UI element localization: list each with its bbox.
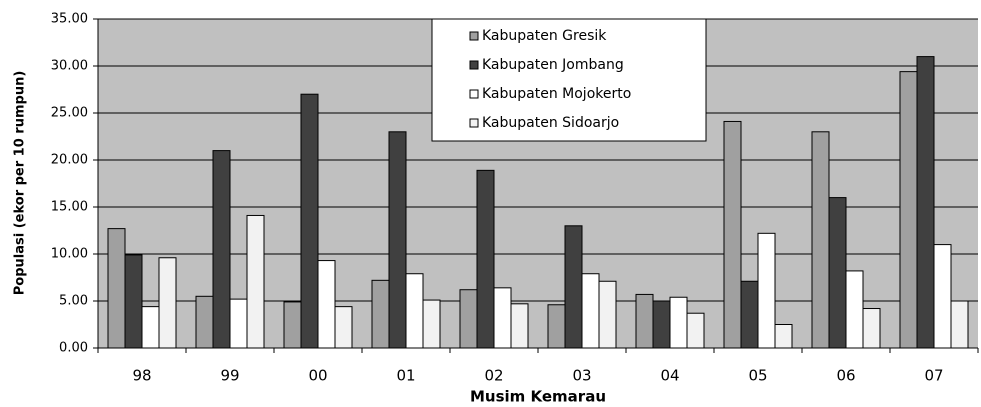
y-tick-label: 20.00 xyxy=(51,153,88,168)
x-tick-label: 07 xyxy=(924,367,943,385)
bar xyxy=(774,324,793,349)
x-tick-label: 99 xyxy=(220,367,239,385)
bar xyxy=(828,197,847,349)
bar xyxy=(669,296,688,349)
bar xyxy=(933,244,952,349)
bar xyxy=(158,257,177,349)
bar xyxy=(899,71,918,349)
x-tick-label: 03 xyxy=(572,367,591,385)
x-tick-label: 00 xyxy=(308,367,327,385)
y-tick-label: 25.00 xyxy=(51,106,88,121)
bar xyxy=(564,225,583,349)
y-tick-label: 5.00 xyxy=(59,294,88,309)
bar xyxy=(862,308,881,349)
x-tick-label: 01 xyxy=(396,367,415,385)
bar xyxy=(388,131,407,349)
bar xyxy=(510,303,529,349)
legend-swatch xyxy=(469,89,479,99)
bar xyxy=(493,287,512,349)
bar xyxy=(229,298,248,349)
x-axis-label: Musim Kemarau xyxy=(470,388,606,406)
bar xyxy=(740,280,759,349)
y-tick-label: 35.00 xyxy=(51,12,88,27)
legend-label: Kabupaten Sidoarjo xyxy=(482,115,619,131)
bar xyxy=(757,232,776,349)
bar xyxy=(212,150,231,349)
bar xyxy=(811,131,830,349)
bar xyxy=(124,254,143,349)
legend-swatch xyxy=(469,31,479,41)
bar xyxy=(686,312,705,349)
bar xyxy=(547,304,566,349)
x-tick-label: 06 xyxy=(836,367,855,385)
legend-swatch xyxy=(469,118,479,128)
x-tick-label: 05 xyxy=(748,367,767,385)
bar xyxy=(476,169,495,349)
legend-label: Kabupaten Gresik xyxy=(482,28,607,44)
y-tick-label: 10.00 xyxy=(51,247,88,262)
bar xyxy=(300,93,319,349)
legend-label: Kabupaten Mojokerto xyxy=(482,86,631,102)
bar xyxy=(916,56,935,349)
legend-swatch xyxy=(469,60,479,70)
bar xyxy=(652,300,671,349)
bar xyxy=(246,214,265,349)
bar xyxy=(283,301,302,349)
y-tick-label: 0.00 xyxy=(59,341,88,356)
y-tick-label: 15.00 xyxy=(51,200,88,215)
bar xyxy=(195,295,214,349)
bar xyxy=(723,120,742,349)
x-tick-label: 02 xyxy=(484,367,503,385)
y-tick-label: 30.00 xyxy=(51,59,88,74)
legend-label: Kabupaten Jombang xyxy=(482,57,624,73)
bar xyxy=(950,300,969,349)
bar xyxy=(845,270,864,349)
y-axis-label: Populasi (ekor per 10 rumpun) xyxy=(13,71,28,296)
x-tick-label: 04 xyxy=(660,367,679,385)
bar xyxy=(635,293,654,349)
bar xyxy=(107,228,126,349)
bar xyxy=(334,306,353,349)
bar xyxy=(459,289,478,349)
bar xyxy=(405,273,424,349)
bar xyxy=(141,306,160,349)
bar xyxy=(371,279,390,349)
bar xyxy=(422,299,441,349)
x-tick-label: 98 xyxy=(132,367,151,385)
bar xyxy=(581,273,600,349)
bar xyxy=(598,280,617,349)
bar xyxy=(317,260,336,349)
